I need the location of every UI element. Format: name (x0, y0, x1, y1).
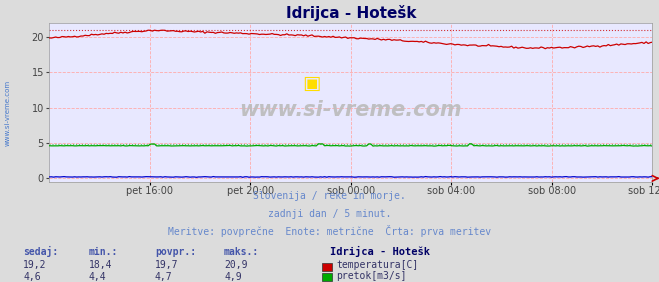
Text: temperatura[C]: temperatura[C] (336, 261, 418, 270)
Text: 4,9: 4,9 (224, 272, 242, 282)
Text: ▣: ▣ (302, 74, 321, 92)
Text: Slovenija / reke in morje.: Slovenija / reke in morje. (253, 191, 406, 201)
Text: pretok[m3/s]: pretok[m3/s] (336, 271, 407, 281)
Text: zadnji dan / 5 minut.: zadnji dan / 5 minut. (268, 209, 391, 219)
Text: 19,2: 19,2 (23, 261, 47, 270)
Text: 4,6: 4,6 (23, 272, 41, 282)
Text: Meritve: povprečne  Enote: metrične  Črta: prva meritev: Meritve: povprečne Enote: metrične Črta:… (168, 226, 491, 237)
Text: Idrijca - Hotešk: Idrijca - Hotešk (330, 246, 430, 257)
Text: 18,4: 18,4 (89, 261, 113, 270)
Text: www.si-vreme.com: www.si-vreme.com (5, 80, 11, 146)
Text: www.si-vreme.com: www.si-vreme.com (240, 100, 462, 120)
Title: Idrijca - Hotešk: Idrijca - Hotešk (285, 5, 416, 21)
Text: 4,7: 4,7 (155, 272, 173, 282)
Text: maks.:: maks.: (224, 247, 259, 257)
Text: povpr.:: povpr.: (155, 247, 196, 257)
Text: min.:: min.: (89, 247, 119, 257)
Text: 19,7: 19,7 (155, 261, 179, 270)
Text: 20,9: 20,9 (224, 261, 248, 270)
Text: sedaj:: sedaj: (23, 246, 58, 257)
Text: 4,4: 4,4 (89, 272, 107, 282)
